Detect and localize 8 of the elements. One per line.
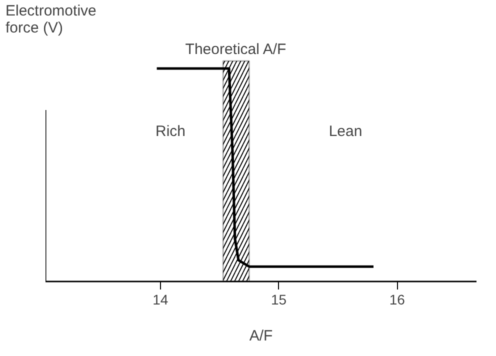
annotation: Rich [155, 123, 186, 140]
x-tick-label: 14 [152, 292, 168, 308]
annotation: Lean [328, 123, 362, 140]
y-axis-title: Electromotive force (V) [6, 2, 96, 36]
x-tick-label: 15 [270, 292, 287, 308]
x-axis-title: A/F [249, 328, 273, 344]
x-tick-label: 16 [389, 292, 406, 308]
band-label: Theoretical A/F [185, 41, 286, 58]
